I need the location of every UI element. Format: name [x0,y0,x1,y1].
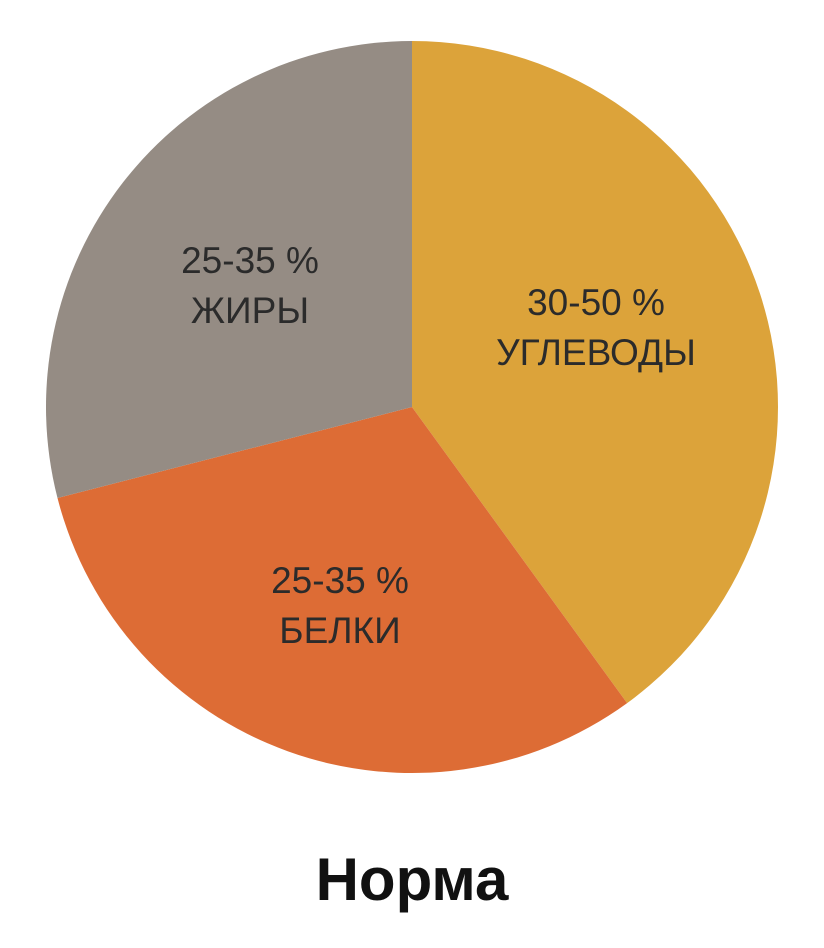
slice-name-label: УГЛЕВОДЫ [496,332,696,373]
slice-value-label: 25-35 % [181,240,319,281]
slice-name-label: ЖИРЫ [191,290,309,331]
pie-slices [45,41,778,773]
slice-name-label: БЕЛКИ [279,610,400,651]
pie-slice-2 [57,407,628,773]
pie-slice-3 [45,41,413,499]
chart-title: Норма [315,846,509,913]
slice-value-label: 25-35 % [271,560,409,601]
pie-labels: 30-50 % УГЛЕВОДЫ 25-35 % БЕЛКИ 25-35 % ЖИРЫ [181,240,696,651]
slice-value-label: 30-50 % [527,282,665,323]
pie-slice-1 [412,41,778,704]
